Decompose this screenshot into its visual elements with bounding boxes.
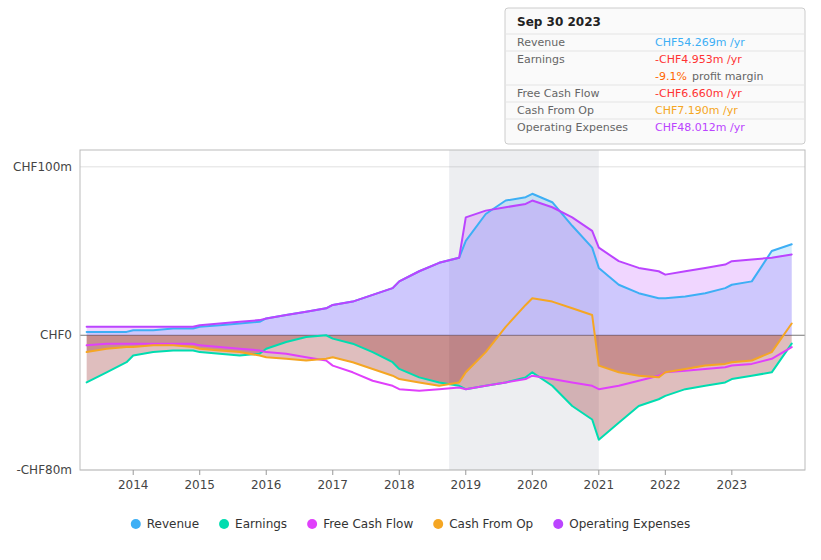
x-tick	[133, 470, 134, 475]
x-tick-label: 2017	[317, 478, 348, 492]
legend-label: Operating Expenses	[569, 517, 690, 531]
y-tick-label: CHF0	[40, 328, 72, 342]
area-fill	[87, 201, 792, 336]
legend-label: Cash From Op	[449, 517, 533, 531]
info-label: Cash From Op	[517, 104, 594, 117]
x-tick	[266, 470, 267, 475]
y-grid	[80, 167, 805, 470]
y-tick-label: -CHF80m	[16, 463, 72, 477]
x-tick-label: 2016	[251, 478, 282, 492]
info-divider	[505, 34, 805, 35]
chart: -CHF80m CHF0 CHF100m 2014 2015 2016 2017 2018 20…	[0, 0, 821, 560]
info-divider	[505, 85, 805, 86]
legend-label: Earnings	[235, 517, 287, 531]
info-divider	[505, 119, 805, 120]
info-box: Sep 30 2023 Revenue CHF54.269m /yr Earnings…	[505, 8, 805, 144]
info-divider	[505, 51, 805, 52]
x-tick	[731, 470, 732, 475]
x-tick-label: 2014	[118, 478, 149, 492]
series-line	[87, 335, 792, 439]
plot-frame	[80, 150, 805, 470]
x-tick	[199, 470, 200, 475]
plot-area	[87, 150, 792, 470]
negative-fills	[87, 335, 792, 439]
x-tick-label: 2019	[451, 478, 482, 492]
y-tick-label: CHF100m	[13, 160, 72, 174]
info-divider	[505, 102, 805, 103]
info-box-frame	[505, 8, 805, 144]
grid-line	[80, 166, 805, 167]
x-tick	[598, 470, 599, 475]
info-label: Revenue	[517, 36, 565, 49]
info-value: CHF48.012m /yr	[655, 121, 745, 134]
x-tick	[332, 470, 333, 475]
x-tick-label: 2021	[584, 478, 615, 492]
info-label: Operating Expenses	[517, 121, 628, 134]
info-date: Sep 30 2023	[517, 15, 601, 29]
series-line	[87, 194, 792, 332]
legend-swatch	[307, 519, 317, 529]
series-line	[87, 344, 792, 391]
info-value: CHF54.269m /yr	[655, 36, 745, 49]
x-tick	[532, 470, 533, 475]
x-tick	[665, 470, 666, 475]
area-fill	[87, 194, 792, 335]
legend-swatch	[131, 519, 141, 529]
x-tick-label: 2018	[384, 478, 415, 492]
x-tick-label: 2020	[517, 478, 548, 492]
info-value: CHF7.190m /yr	[655, 104, 738, 117]
x-tick-label: 2022	[650, 478, 681, 492]
x-tick	[399, 470, 400, 475]
x-tick-label: 2015	[184, 478, 215, 492]
legend-label: Free Cash Flow	[323, 517, 413, 531]
info-value: -CHF4.953m /yr	[655, 53, 742, 66]
legend-swatch	[433, 519, 443, 529]
info-label: Earnings	[517, 53, 565, 66]
legend-swatch	[219, 519, 229, 529]
series-line	[87, 298, 792, 386]
x-tick	[465, 470, 466, 475]
info-note: profit margin	[692, 70, 764, 83]
legend-label: Revenue	[147, 517, 199, 531]
x-tick-label: 2023	[717, 478, 748, 492]
legend: Revenue Earnings Free Cash Flow Cash From O…	[131, 517, 690, 531]
info-value: -CHF6.660m /yr	[655, 87, 742, 100]
series-line	[87, 201, 792, 327]
info-label: Free Cash Flow	[517, 87, 600, 100]
info-value: -9.1%	[655, 70, 687, 83]
legend-swatch	[553, 519, 563, 529]
